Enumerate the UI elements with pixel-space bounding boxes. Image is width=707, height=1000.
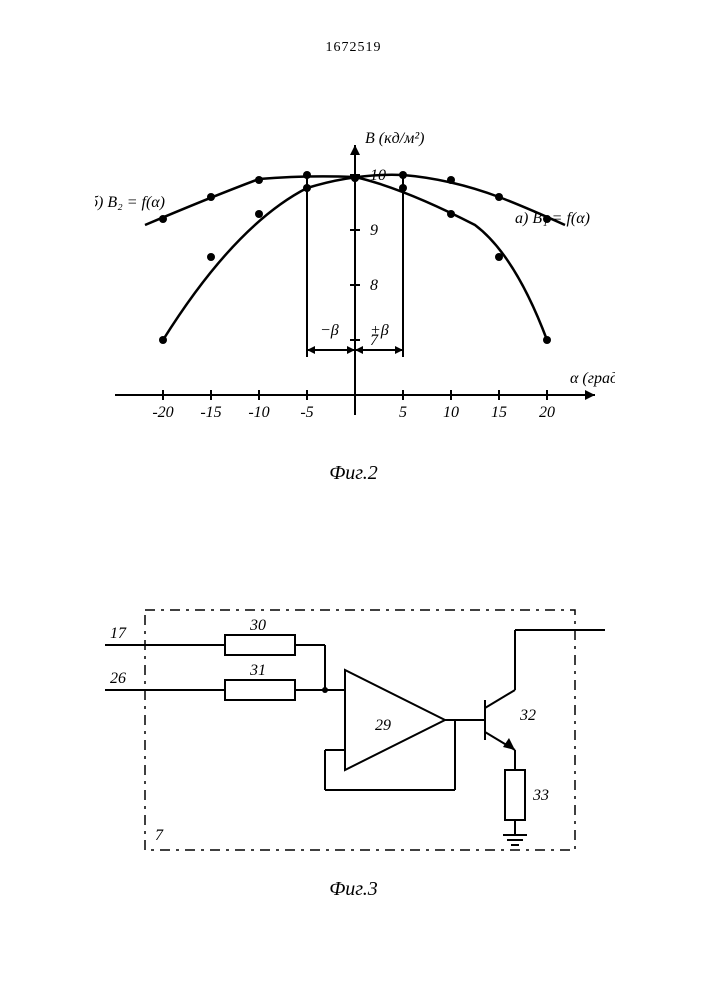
x-tick-labels: -20 -15 -10 -5 5 10 15 20	[152, 404, 555, 421]
curve-b-label: б) B₂ = f(α)	[95, 194, 165, 211]
svg-text:-10: -10	[248, 404, 269, 421]
svg-text:-5: -5	[300, 404, 313, 421]
curve-b	[145, 176, 547, 340]
opamp-label: 29	[375, 717, 391, 734]
fig3-circuit: 7 17 30 26 31 29 32 33	[105, 590, 605, 870]
svg-text:8: 8	[370, 277, 378, 294]
input-17: 17	[110, 625, 127, 642]
beta-plus-label: +β	[370, 322, 389, 339]
axes	[115, 145, 595, 415]
page-number: 1672519	[326, 40, 382, 56]
curve-a-label: а) B₁ = f(α)	[515, 210, 590, 227]
box-label: 7	[155, 827, 164, 844]
svg-text:10: 10	[443, 404, 459, 421]
resistor-33	[505, 770, 525, 820]
transistor-label: 32	[519, 707, 536, 724]
r30-label: 30	[249, 617, 266, 634]
opamp-29	[345, 670, 445, 770]
svg-text:20: 20	[539, 404, 555, 421]
r33-label: 33	[532, 787, 549, 804]
y-axis-label: B (кд/м²)	[365, 130, 424, 147]
svg-text:5: 5	[399, 404, 407, 421]
svg-text:9: 9	[370, 222, 378, 239]
svg-text:15: 15	[491, 404, 507, 421]
resistor-31	[225, 680, 295, 700]
r31-label: 31	[249, 662, 266, 679]
svg-text:-15: -15	[200, 404, 221, 421]
fig2-chart: -20 -15 -10 -5 5 10 15 20 7 8 9 10 B (кд…	[95, 125, 615, 445]
fig3-caption: Фиг.3	[329, 878, 378, 901]
transistor-32	[485, 690, 515, 750]
fig2-caption: Фиг.2	[329, 462, 378, 485]
input-26: 26	[110, 670, 126, 687]
x-axis-label: α (град.)	[570, 370, 615, 387]
resistor-30	[225, 635, 295, 655]
svg-text:-20: -20	[152, 404, 173, 421]
beta-minus-label: −β	[320, 322, 339, 339]
